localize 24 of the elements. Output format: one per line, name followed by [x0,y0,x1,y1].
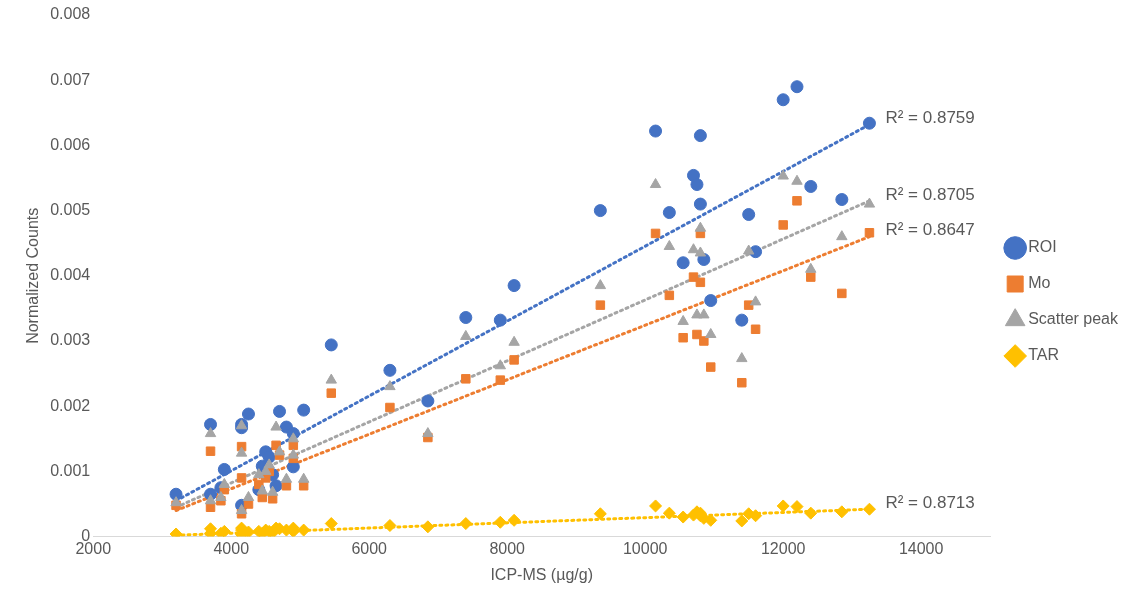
y-tick-label: 0.006 [50,135,91,153]
y-tick-label: 0.001 [50,461,91,479]
y-tick-label: 0.003 [50,331,91,349]
x-tick-label: 6000 [351,539,388,557]
y-tick-label: 0.008 [50,5,91,23]
annotation: R² = 0.8705 [885,184,975,204]
y-axis-title: Normalized Counts [24,207,42,344]
legend-label: ROI [1028,238,1057,256]
legend-label: TAR [1028,346,1059,364]
x-axis-title: ICP-MS (µg/g) [490,565,593,583]
x-tick-label: 8000 [489,539,526,557]
annotation: R² = 0.8713 [885,492,975,512]
x-tick-label: 10000 [622,539,668,557]
legend-label: Scatter peak [1028,310,1119,328]
annotation: R² = 0.8759 [885,108,975,128]
annotation: R² = 0.8647 [885,220,975,240]
y-tick-label: 0.005 [50,201,91,219]
legend-label: Mo [1028,274,1051,292]
y-tick-label: 0.004 [50,266,91,284]
x-tick-label: 14000 [898,539,944,557]
x-tick-label: 12000 [760,539,806,557]
x-tick-label: 4000 [213,539,250,557]
y-tick-label: 0.007 [50,70,91,88]
y-tick-label: 0.002 [50,396,91,414]
